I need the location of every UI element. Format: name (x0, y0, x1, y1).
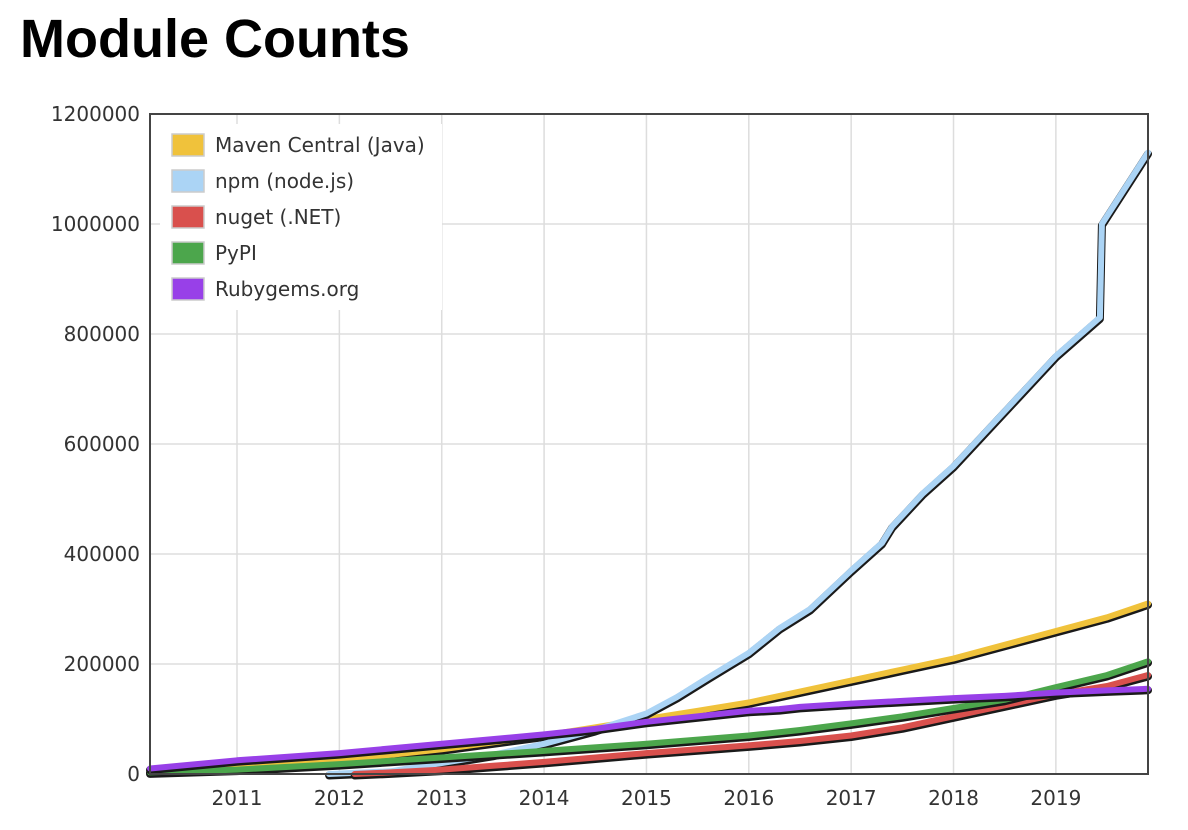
series-line-rubygems-org (147, 685, 1151, 772)
legend-label: Maven Central (Java) (215, 133, 425, 157)
chart-title: Module Counts (20, 9, 410, 69)
legend-label: PyPI (215, 241, 257, 265)
x-axis-ticks: 2011 2012 2013 2014 2015 2016 2017 2018 2019 (212, 786, 1082, 810)
y-axis-ticks: 0 200000 400000 600000 800000 1000000 1200000 (51, 102, 140, 786)
x-tick-label: 2016 (723, 786, 774, 810)
legend-swatch (171, 133, 205, 157)
x-tick-label: 2011 (212, 786, 263, 810)
x-tick-label: 2015 (621, 786, 672, 810)
x-tick-label: 2017 (826, 786, 877, 810)
series-line-nuget-net (351, 672, 1151, 777)
series-lines (146, 149, 1152, 780)
y-tick-label: 0 (127, 762, 140, 786)
y-tick-label: 1000000 (51, 212, 140, 236)
legend: Maven Central (Java) npm (node.js) nuget (… (160, 124, 442, 310)
x-tick-label: 2012 (314, 786, 365, 810)
y-tick-label: 200000 (64, 652, 140, 676)
legend-swatch (171, 241, 205, 265)
legend-swatch (171, 205, 205, 229)
y-tick-label: 800000 (64, 322, 140, 346)
y-tick-label: 600000 (64, 432, 140, 456)
x-tick-label: 2018 (928, 786, 979, 810)
y-tick-label: 400000 (64, 542, 140, 566)
legend-background (160, 124, 442, 310)
legend-label: Rubygems.org (215, 277, 359, 301)
x-tick-label: 2014 (519, 786, 570, 810)
legend-label: npm (node.js) (215, 169, 354, 193)
legend-label: nuget (.NET) (215, 205, 341, 229)
series-shadow-npm-node-js (325, 150, 1152, 780)
y-tick-label: 1200000 (51, 102, 140, 126)
series-line-npm-node-js (326, 149, 1151, 777)
plot-frame (149, 113, 1149, 775)
legend-swatch (171, 277, 205, 301)
x-tick-label: 2013 (416, 786, 467, 810)
series-line-maven-central-java (147, 600, 1151, 775)
legend-swatch (171, 169, 205, 193)
x-tick-label: 2019 (1030, 786, 1081, 810)
